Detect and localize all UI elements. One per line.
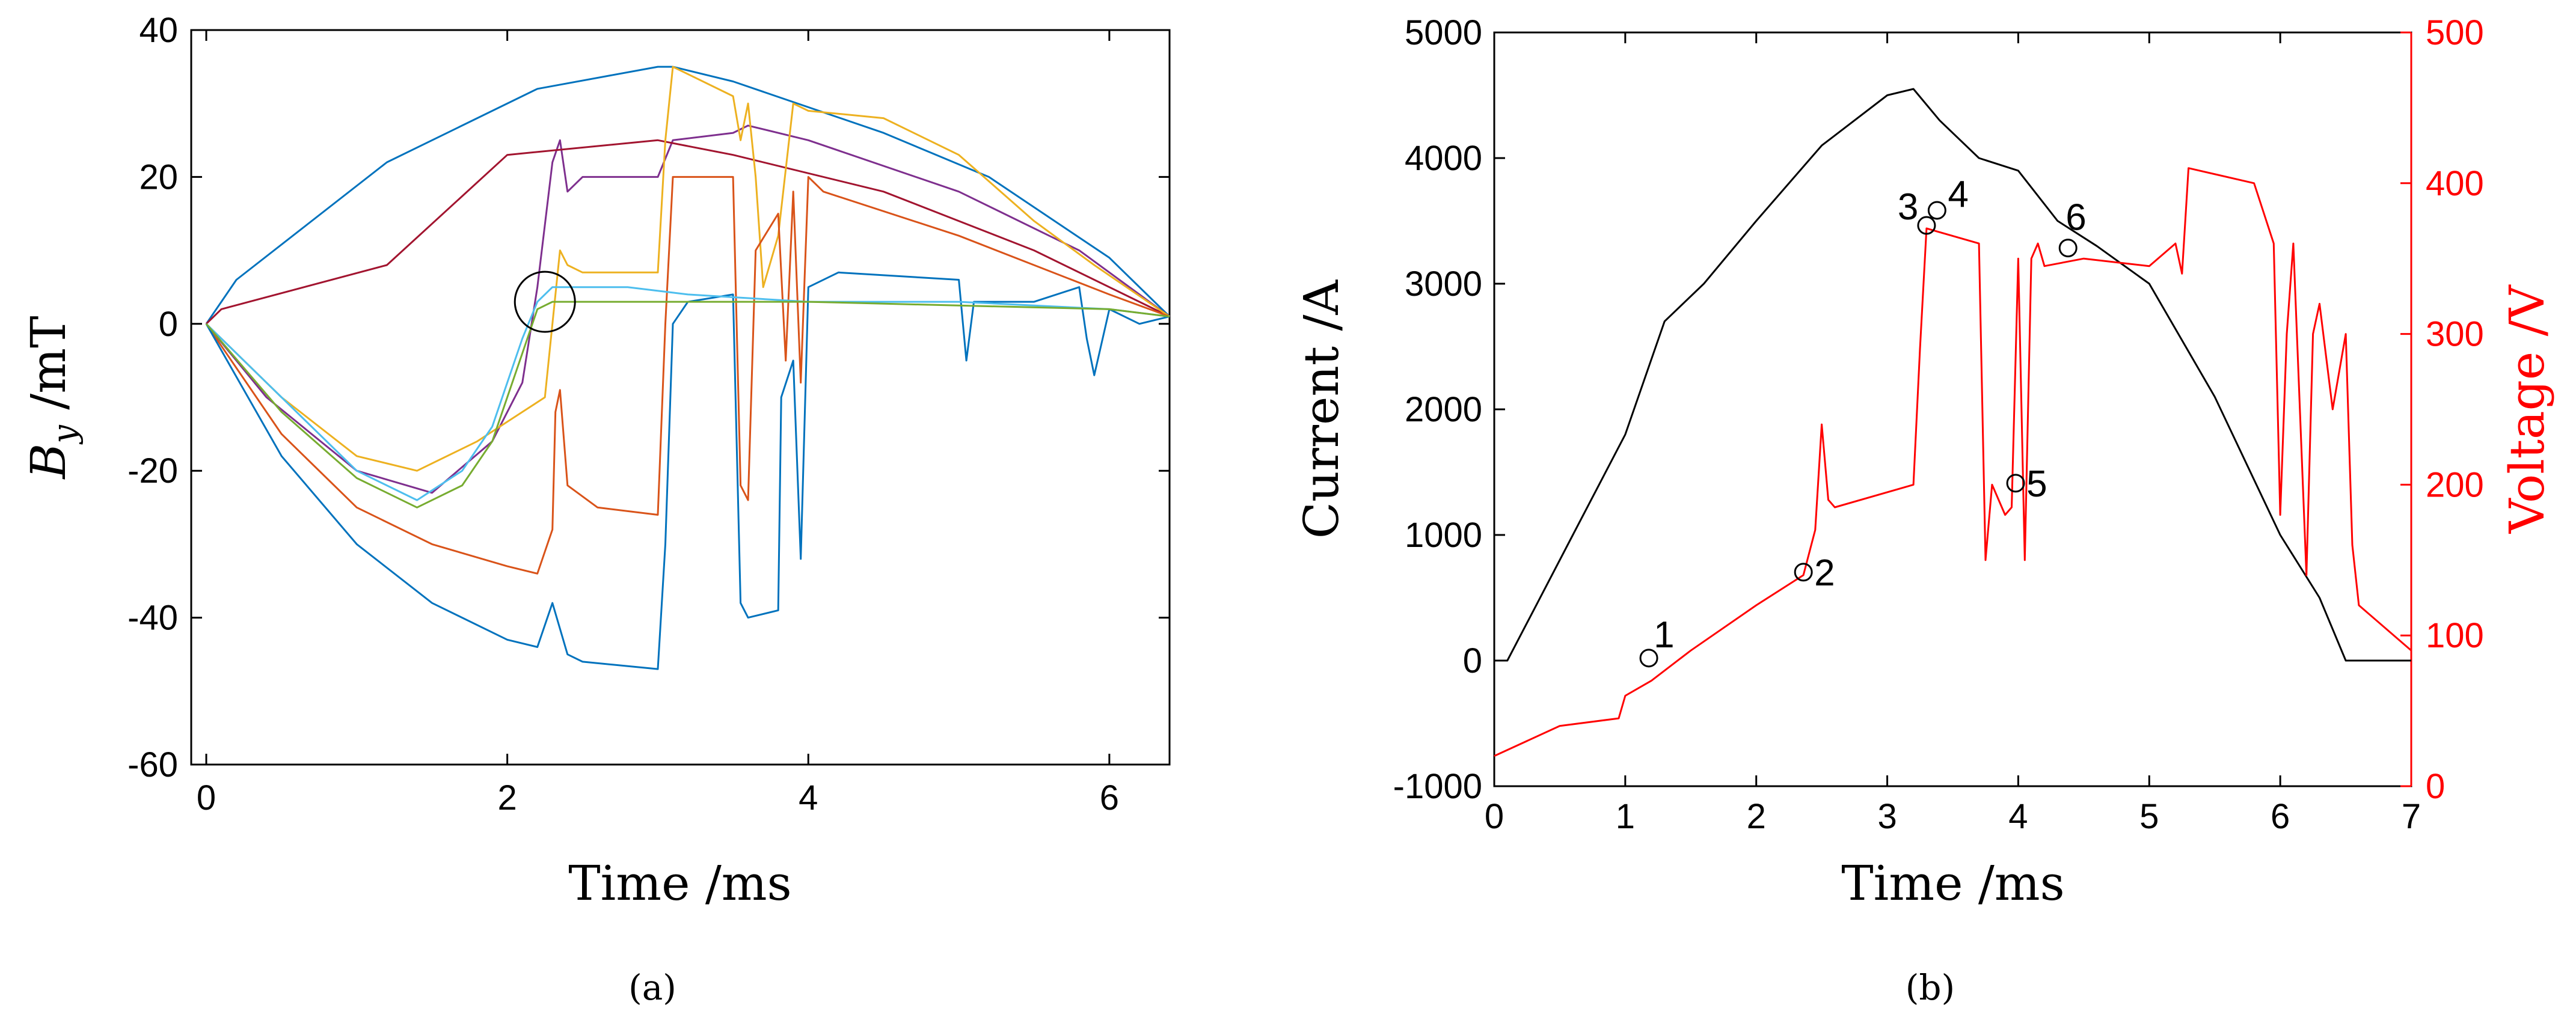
- panel-b-axes-frame: [1493, 31, 2412, 787]
- panel-b-x-tick-label: 4: [2008, 797, 2028, 836]
- panel-a-y-label-unit: /mT: [20, 316, 76, 426]
- panel-b-right-y-tick-label: 100: [2426, 616, 2484, 655]
- panel-b-left-y-tick-label: 5000: [1405, 13, 1482, 52]
- panel-a-x-tick-label: 4: [799, 778, 818, 817]
- panel-a-y-tick-label: -60: [127, 745, 178, 784]
- panel-a-series-line: [205, 176, 1170, 575]
- panel-b-right-y-ticks: 500 400 300 200 100 0: [2400, 13, 2484, 806]
- panel-b-x-tick-label: 5: [2139, 797, 2159, 836]
- panel-a-y-label-symbol: B: [20, 444, 76, 480]
- panel-b-left-y-tick-label: 0: [1463, 641, 1482, 680]
- panel-a-x-tick-label: 0: [197, 778, 216, 817]
- panel-a-x-tick-label: 6: [1100, 778, 1119, 817]
- panel-a-y-axis-label: By /mT: [20, 316, 84, 480]
- panel-a-series-line: [205, 66, 1170, 472]
- panel-b-marker-label-3: 3: [1898, 186, 1918, 228]
- panel-b-markers: 1 2 3 4 5 6: [1639, 174, 2087, 668]
- panel-b-x-axis-label: Time /ms: [1841, 855, 2064, 911]
- panel-b-left-y-axis-label: Current /A: [1293, 279, 1349, 539]
- panel-b-marker-label-1: 1: [1654, 614, 1674, 656]
- panel-a-y-ticks: 40 20 0 -20 -40 -60: [127, 11, 1170, 784]
- panel-b-right-y-tick-label: 300: [2426, 315, 2484, 354]
- panel-b-x-tick-label: 1: [1616, 797, 1635, 836]
- panel-a-series-line: [205, 124, 1170, 494]
- panel-b-right-y-tick-label: 400: [2426, 164, 2484, 203]
- panel-b-x-tick-label: 3: [1877, 797, 1897, 836]
- panel-b-marker-label-5: 5: [2026, 463, 2047, 505]
- panel-b-marker-3: [1917, 216, 1936, 235]
- panel-b-series: [1494, 88, 2412, 757]
- panel-a-x-ticks: 0 2 4 6: [197, 30, 1119, 817]
- panel-b-left-y-tick-label: 1000: [1405, 516, 1482, 555]
- panel-b-caption: (b): [1906, 967, 1955, 1008]
- panel-b-x-tick-label: 2: [1747, 797, 1766, 836]
- panel-b-marker-4: [1927, 201, 1946, 220]
- panel-b-current-line: [1494, 88, 2411, 662]
- panel-b-right-y-tick-label: 200: [2426, 465, 2484, 504]
- panel-a-y-label-subscript: y: [46, 424, 84, 445]
- panel-b-right-y-axis-label: Voltage /V: [2499, 284, 2555, 534]
- panel-a-chart: 0 2 4 6 40 20 0 -20 -40 -60 Time /ms By /mT (a): [20, 11, 1171, 1008]
- panel-b-x-tick-label: 0: [1485, 797, 1504, 836]
- panel-a-series-line: [205, 286, 1170, 501]
- panel-a-x-tick-label: 2: [498, 778, 517, 817]
- panel-a-y-tick-label: 40: [139, 11, 178, 50]
- panel-b-voltage-line: [1494, 167, 2412, 757]
- panel-b-marker-5: [2006, 474, 2025, 493]
- panel-a-y-tick-label: 20: [139, 157, 178, 197]
- panel-a-annotation-circle: [514, 270, 576, 333]
- panel-b-right-y-tick-label: 500: [2426, 13, 2484, 52]
- panel-a-series-line: [205, 301, 1170, 509]
- panel-b-x-tick-label: 7: [2402, 797, 2421, 836]
- panel-a-series-line: [205, 66, 1171, 325]
- panel-a-y-tick-label: -40: [127, 599, 178, 638]
- panel-b-left-y-tick-label: 4000: [1405, 139, 1482, 178]
- panel-a-caption: (a): [628, 967, 676, 1008]
- panel-b-marker-label-2: 2: [1814, 552, 1835, 594]
- panel-a-x-axis-label: Time /ms: [568, 855, 791, 911]
- panel-a-series-line: [205, 271, 1170, 670]
- panel-a-axes-frame: [190, 29, 1171, 766]
- panel-b-marker-2: [1794, 563, 1813, 582]
- panel-b-left-y-tick-label: 3000: [1405, 264, 1482, 304]
- panel-a-y-tick-label: -20: [127, 451, 178, 490]
- panel-b-marker-label-6: 6: [2065, 197, 2086, 239]
- panel-b-x-tick-label: 6: [2271, 797, 2290, 836]
- panel-b-marker-label-4: 4: [1948, 174, 1968, 215]
- panel-a-y-tick-label: 0: [159, 305, 178, 344]
- panel-b-right-y-tick-label: 0: [2426, 767, 2445, 806]
- panel-a-series-line: [205, 139, 1170, 325]
- panel-b-left-y-tick-label: -1000: [1393, 767, 1482, 806]
- panel-b-left-y-ticks: 5000 4000 3000 2000 1000 0 -1000: [1393, 13, 1505, 806]
- panel-b-marker-6: [2058, 239, 2078, 258]
- panel-b-marker-1: [1639, 649, 1658, 668]
- panel-b-left-y-tick-label: 2000: [1405, 390, 1482, 429]
- panel-a-series: [205, 66, 1171, 670]
